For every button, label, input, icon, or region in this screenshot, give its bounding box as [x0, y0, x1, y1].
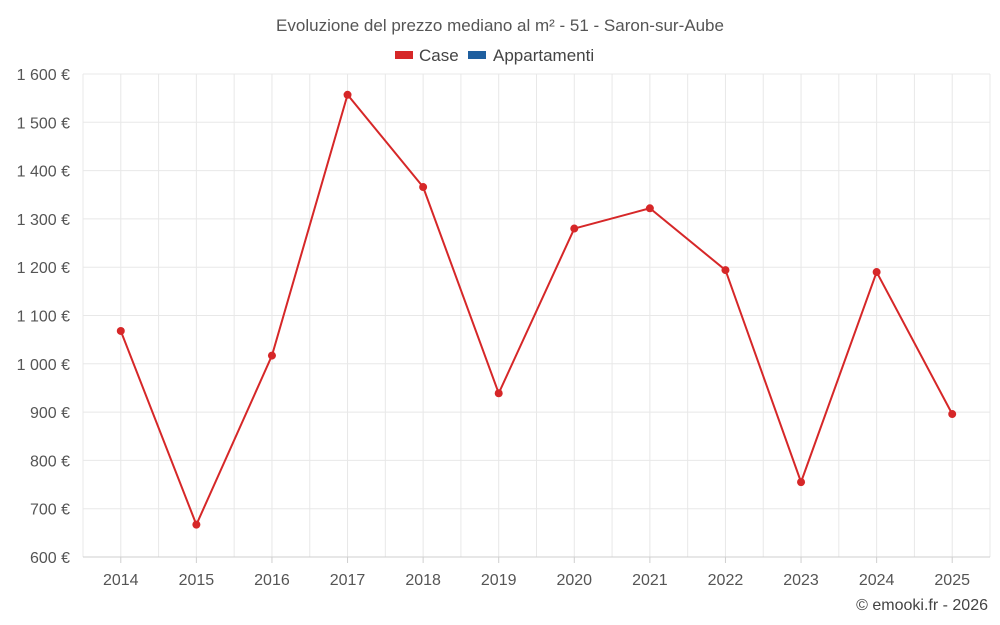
x-axis-ticks: 2014 2015 2016 2017 2018 2019 2020 2021 2022 2023…: [103, 572, 970, 589]
y-tick-label: 600 €: [30, 550, 70, 567]
data-point-2018[interactable]: [419, 183, 428, 192]
legend-item-case[interactable]: Case: [395, 46, 459, 65]
data-point-2015[interactable]: [192, 520, 201, 529]
legend-swatch-case: [395, 51, 413, 59]
x-tick-label: 2015: [179, 572, 215, 589]
x-tick-label: 2017: [330, 572, 366, 589]
x-tick-label: 2019: [481, 572, 517, 589]
y-tick-label: 1 000 €: [17, 357, 70, 374]
x-tick-label: 2016: [254, 572, 290, 589]
x-tick-label: 2020: [556, 572, 592, 589]
data-point-2019[interactable]: [494, 389, 503, 398]
legend: Case Appartamenti: [395, 46, 594, 65]
y-tick-label: 800 €: [30, 453, 70, 470]
data-point-2023[interactable]: [797, 478, 806, 487]
data-point-2024[interactable]: [872, 268, 881, 277]
y-tick-label: 1 400 €: [17, 164, 70, 181]
y-tick-label: 1 100 €: [17, 309, 70, 326]
axes: [83, 556, 990, 563]
data-point-2016[interactable]: [267, 351, 276, 360]
legend-label-appartamenti: Appartamenti: [493, 46, 594, 65]
series-line-case: [119, 92, 954, 528]
data-point-2017[interactable]: [343, 90, 352, 99]
y-tick-label: 900 €: [30, 405, 70, 422]
y-tick-label: 1 200 €: [17, 260, 70, 277]
y-tick-label: 1 500 €: [17, 115, 70, 132]
data-point-2022[interactable]: [721, 266, 730, 275]
grid: [82, 73, 991, 558]
y-tick-label: 700 €: [30, 502, 70, 519]
x-tick-label: 2022: [708, 572, 744, 589]
y-axis-ticks: 600 € 700 € 800 € 900 € 1 000 € 1 100 € 1 200 …: [17, 67, 70, 567]
x-tick-label: 2024: [859, 572, 895, 589]
y-tick-label: 1 300 €: [17, 212, 70, 229]
data-point-2014[interactable]: [116, 326, 125, 335]
legend-swatch-appartamenti: [468, 51, 486, 59]
y-tick-label: 1 600 €: [17, 67, 70, 84]
legend-label-case: Case: [419, 46, 459, 65]
x-tick-label: 2023: [783, 572, 819, 589]
x-tick-label: 2021: [632, 572, 668, 589]
x-tick-label: 2014: [103, 572, 139, 589]
credit-text: © emooki.fr - 2026: [856, 597, 988, 614]
legend-item-appartamenti[interactable]: Appartamenti: [468, 46, 594, 65]
chart-title: Evoluzione del prezzo mediano al m² - 51…: [276, 16, 724, 35]
series-case: [119, 92, 954, 528]
x-tick-label: 2018: [405, 572, 441, 589]
x-tick-label: 2025: [934, 572, 970, 589]
data-points: [116, 90, 957, 529]
data-point-2021[interactable]: [645, 204, 654, 213]
data-point-2025[interactable]: [948, 410, 957, 419]
data-point-2020[interactable]: [570, 224, 579, 233]
